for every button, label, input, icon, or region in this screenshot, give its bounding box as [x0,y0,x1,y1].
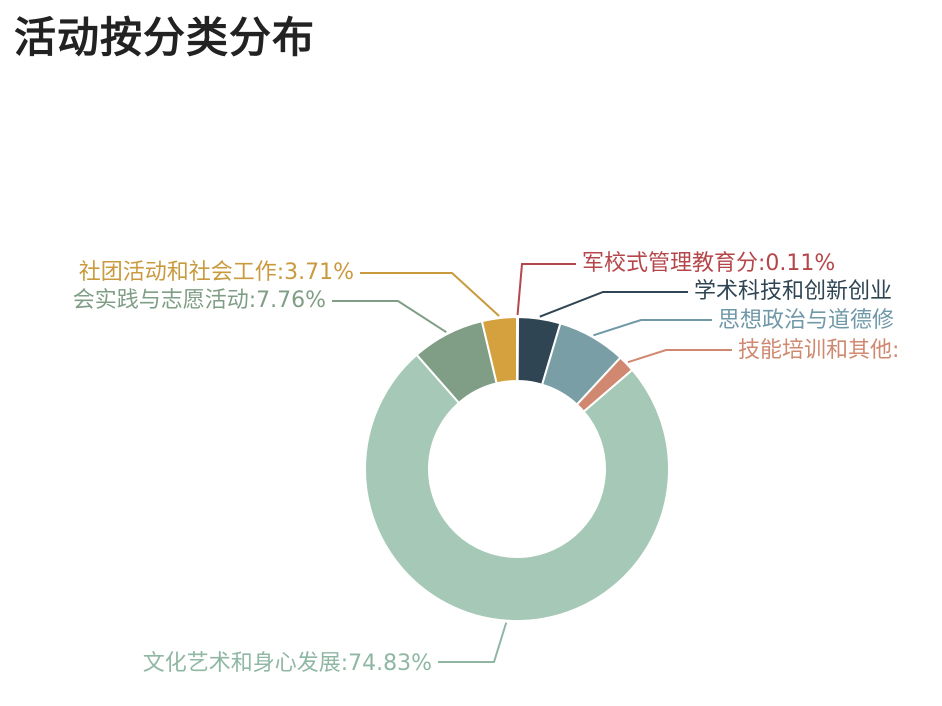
slice-label-7: 社团活动和社会工作:3.71% [79,260,354,285]
slices [364,315,670,622]
leader-line-3 [593,319,712,337]
slice-label-1: 军校式管理教育分:0.11% [582,251,835,276]
leader-line-1 [516,263,576,316]
page-title: 活动按分类分布 [14,13,316,62]
leader-line-6 [332,300,447,334]
leader-line-2 [539,291,688,318]
leader-lines [332,263,732,663]
slice-5[interactable] [364,353,670,622]
slice-label-3: 思想政治与道德修 [718,308,894,333]
leader-line-7 [360,272,500,317]
slice-label-5: 文化艺术和身心发展:74.83% [143,651,432,676]
slice-label-4: 技能培训和其他: [738,338,899,363]
slice-7[interactable] [480,315,518,385]
leader-line-4 [627,349,732,364]
slice-label-6: 会实践与志愿活动:7.76% [73,288,326,313]
slice-label-2: 学术科技和创新创业 [694,279,892,304]
leader-line-5 [438,622,508,663]
